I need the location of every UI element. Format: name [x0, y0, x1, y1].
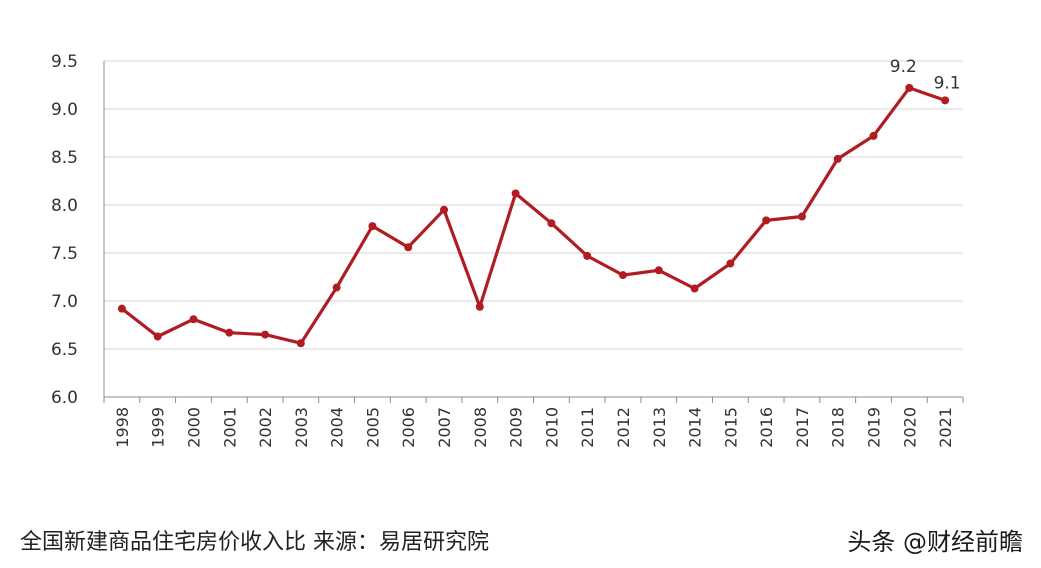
- data-point: [296, 339, 305, 348]
- y-tick-label: 9.5: [51, 52, 78, 72]
- x-tick-label: 1999: [149, 407, 168, 448]
- x-tick-label: 2009: [507, 407, 526, 448]
- y-tick-label: 9.0: [51, 100, 78, 120]
- data-point: [905, 83, 914, 92]
- data-point: [797, 212, 806, 221]
- data-point: [762, 216, 771, 225]
- y-tick-label: 6.5: [51, 340, 78, 360]
- data-point: [440, 205, 449, 214]
- y-tick-label: 7.5: [51, 244, 78, 264]
- data-point: [618, 271, 627, 280]
- x-tick-label: 2012: [614, 407, 633, 448]
- x-tick-label: 2004: [328, 407, 347, 448]
- x-tick-label: 2017: [793, 407, 812, 448]
- x-tick-label: 2013: [650, 407, 669, 448]
- data-point: [547, 219, 556, 228]
- x-tick-label: 2016: [757, 407, 776, 448]
- x-tick-label: 2010: [542, 407, 561, 448]
- data-point: [869, 131, 878, 140]
- y-tick-label: 8.5: [51, 148, 78, 168]
- data-point: [189, 315, 198, 324]
- x-tick-label: 2015: [721, 407, 740, 448]
- y-tick-label: 7.0: [51, 292, 78, 312]
- data-point: [368, 222, 377, 231]
- y-tick-label: 8.0: [51, 196, 78, 216]
- data-point: [690, 284, 699, 293]
- data-point: [511, 189, 520, 198]
- series-line: [120, 86, 947, 345]
- data-point: [726, 259, 735, 268]
- x-tick-label: 2018: [829, 407, 848, 448]
- chart-caption: 全国新建商品住宅房价收入比 来源：易居研究院: [20, 530, 489, 555]
- data-label: 9.2: [890, 57, 917, 77]
- x-tick-label: 2002: [256, 407, 275, 448]
- data-point: [225, 328, 234, 337]
- watermark: 头条 @财经前瞻: [847, 528, 1023, 556]
- data-point: [404, 243, 413, 252]
- data-point: [117, 304, 126, 313]
- data-point: [153, 332, 162, 341]
- x-tick-label: 2006: [399, 407, 418, 448]
- data-label: 9.1: [934, 73, 961, 93]
- x-tick-label: 2014: [686, 407, 705, 448]
- data-point: [475, 302, 484, 311]
- x-tick-label: 2003: [292, 407, 311, 448]
- x-tick-label: 1998: [113, 407, 132, 448]
- line-chart: 6.0 6.5 7.0 7.5 8.0 8.5 9.0 9.5 1998 1999 2000 2001…: [51, 52, 964, 448]
- y-tick-label: 6.0: [51, 388, 78, 408]
- data-point: [583, 251, 592, 260]
- x-tick-label: 2005: [363, 407, 382, 448]
- x-tick-label: 2019: [865, 407, 884, 448]
- x-tick-label: 2021: [936, 407, 955, 448]
- data-point: [941, 96, 950, 105]
- data-point: [654, 266, 663, 275]
- x-tick-label: 2000: [184, 407, 203, 448]
- data-point: [332, 283, 341, 292]
- data-point: [833, 154, 842, 163]
- x-tick-label: 2007: [435, 407, 454, 448]
- x-tick-label: 2008: [471, 407, 490, 448]
- x-tick-label: 2020: [900, 407, 919, 448]
- data-point: [261, 330, 270, 339]
- x-tick-label: 2001: [220, 407, 239, 448]
- x-tick-label: 2011: [578, 407, 597, 448]
